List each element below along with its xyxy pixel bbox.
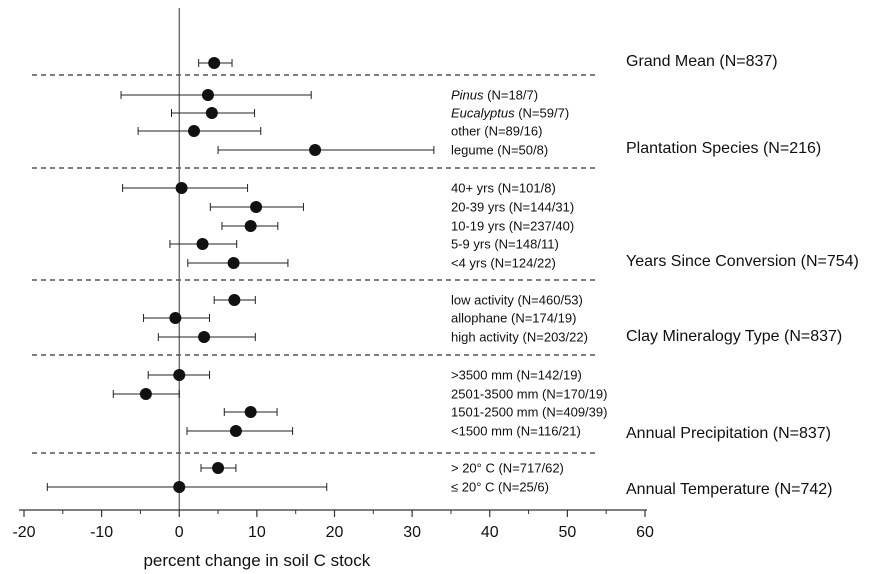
plot-marks [46,57,435,493]
row-label: other (N=89/16) [451,124,542,139]
row-label: low activity (N=460/53) [451,293,583,308]
x-tick-label: 50 [558,524,576,541]
group-label: Grand Mean (N=837) [626,53,778,70]
mean-point [196,238,209,250]
row-label: 10-19 yrs (N=237/40) [451,219,574,234]
group-label: Annual Precipitation (N=837) [626,425,831,442]
row-label: > 20° C (N=717/62) [451,461,564,476]
mean-point [139,388,152,400]
x-tick-label: 0 [175,524,184,541]
mean-point [208,57,221,69]
mean-point [244,406,257,418]
mean-point [175,182,188,194]
row-label: high activity (N=203/22) [451,330,588,345]
row-label: 5-9 yrs (N=148/11) [451,237,559,252]
x-tick-label: 10 [248,524,266,541]
mean-point [229,425,242,437]
x-axis: -20 -10 0 10 20 30 40 50 60 [12,509,654,541]
row-label: Pinus (N=18/7) [451,88,538,103]
mean-point [227,257,240,269]
mean-point [244,220,257,232]
row-label: <4 yrs (N=124/22) [451,256,556,271]
x-tick-label: 40 [481,524,499,541]
mean-point [201,89,214,101]
mean-point [198,331,211,343]
row-labels: Pinus (N=18/7) Eucalyptus (N=59/7) other (… [451,88,607,495]
row-label: 40+ yrs (N=101/8) [451,181,556,196]
group-labels: Grand Mean (N=837) Plantation Species (N=… [626,53,859,498]
row-label: 20-39 yrs (N=144/31) [451,200,574,215]
x-tick-label: -10 [90,524,113,541]
row-label: Eucalyptus (N=59/7) [451,106,569,121]
group-label: Clay Mineralogy Type (N=837) [626,328,842,345]
mean-point [228,294,241,306]
group-label: Annual Temperature (N=742) [626,481,833,498]
row-label: allophane (N=174/19) [451,311,576,326]
row-label: >3500 mm (N=142/19) [451,368,582,383]
x-tick-label: 30 [403,524,421,541]
x-tick-label: 20 [326,524,344,541]
mean-point [187,125,200,137]
row-label: ≤ 20° C (N=25/6) [451,480,549,495]
row-label: legume (N=50/8) [451,143,548,158]
mean-point [173,369,186,381]
mean-point [205,107,218,119]
mean-point [250,201,263,213]
mean-point [169,312,182,324]
x-axis-title: percent change in soil C stock [143,551,370,570]
group-label: Plantation Species (N=216) [626,140,821,157]
mean-point [173,481,186,493]
row-label: <1500 mm (N=116/21) [451,424,581,439]
x-tick-label: -20 [12,524,35,541]
mean-point [309,144,322,156]
row-label: 1501-2500 mm (N=409/39) [451,405,607,420]
row-label: 2501-3500 mm (N=170/19) [451,387,607,402]
group-label: Years Since Conversion (N=754) [626,253,859,270]
group-separators [32,74,598,454]
mean-point [212,462,225,474]
x-tick-label: 60 [636,524,654,541]
